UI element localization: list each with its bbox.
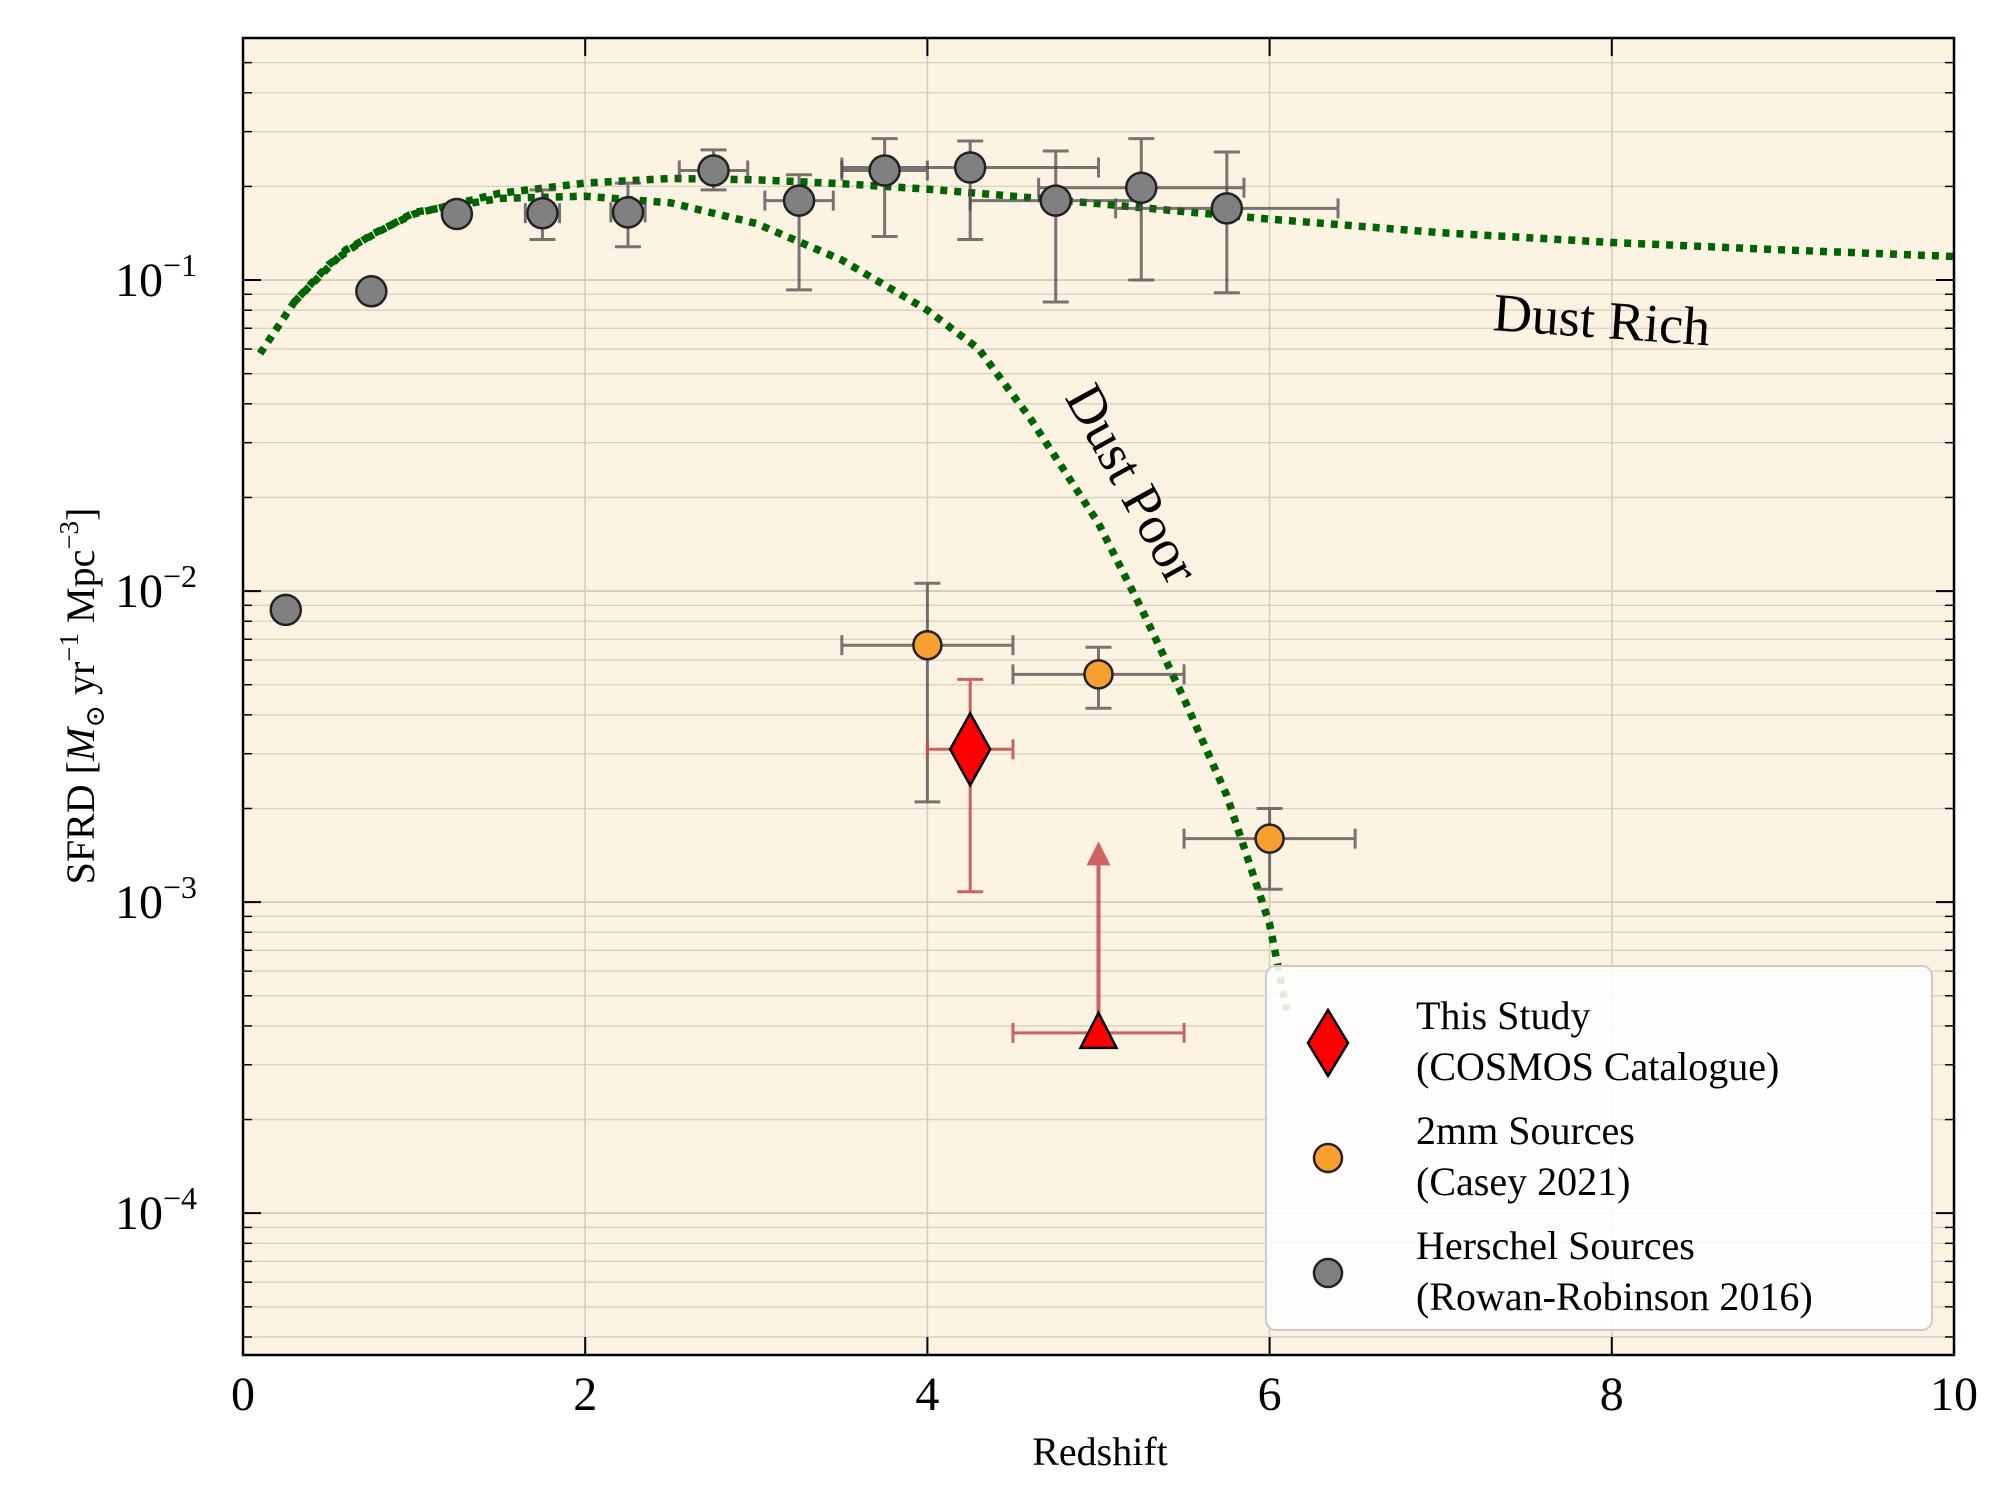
x-tick-label: 2	[573, 1368, 597, 1421]
data-point	[611, 196, 645, 229]
data-point-triangle	[1078, 1010, 1119, 1050]
x-tick-label: 6	[1258, 1368, 1282, 1421]
data-point	[440, 197, 474, 231]
y-tick-label: 10−3	[115, 869, 197, 929]
legend-box	[1265, 965, 1933, 1331]
y-tick-label: 10−2	[115, 558, 197, 618]
legend-label: This Study	[1416, 993, 1590, 1038]
data-point	[953, 151, 987, 184]
data-point	[269, 593, 303, 627]
x-tick-label: 8	[1600, 1368, 1624, 1421]
data-point	[1125, 171, 1158, 205]
data-point	[697, 154, 730, 187]
legend-marker-circle	[1312, 1257, 1344, 1289]
data-point	[355, 275, 388, 308]
legend-label: 2mm Sources	[1416, 1108, 1635, 1153]
x-axis-title: Redshift	[1032, 1429, 1168, 1474]
y-tick-label: 10−4	[115, 1180, 197, 1240]
x-tick-label: 0	[231, 1368, 255, 1421]
data-point	[1083, 659, 1114, 690]
y-axis-title: SFRD [M⊙ yr−1 Mpc−3]	[54, 508, 110, 885]
x-tick-label: 4	[915, 1368, 939, 1421]
legend-marker-diamond	[1306, 1007, 1350, 1079]
plot-frame	[241, 36, 1956, 1357]
legend-label: Herschel Sources	[1416, 1223, 1695, 1268]
model-curves	[256, 174, 1954, 1011]
data-point	[1210, 192, 1244, 225]
data-point-diamond	[948, 710, 992, 788]
curve-dust-poor	[291, 192, 1291, 1011]
data-points	[269, 137, 1357, 1050]
legend-label: (COSMOS Catalogue)	[1416, 1044, 1779, 1089]
data-point	[1039, 184, 1072, 217]
data-point	[526, 196, 559, 230]
tick-labels: 10−4 10−3 10−2 10−1 0 2 4 6 8 10	[115, 247, 1978, 1421]
data-point	[868, 154, 901, 187]
legend: This Study (COSMOS Catalogue) 2mm Sources (…	[1265, 965, 1933, 1331]
limit-arrow-head	[1086, 841, 1111, 866]
y-tick-label: 10−1	[115, 247, 197, 307]
legend-marker-circle	[1312, 1142, 1344, 1174]
legend-label: (Casey 2021)	[1416, 1159, 1630, 1204]
data-point	[1254, 823, 1285, 854]
x-tick-label: 10	[1930, 1368, 1978, 1421]
data-point	[782, 184, 816, 217]
legend-label: (Rowan-Robinson 2016)	[1416, 1274, 1813, 1319]
axis-ticks	[242, 38, 1955, 1355]
data-point	[912, 629, 943, 661]
